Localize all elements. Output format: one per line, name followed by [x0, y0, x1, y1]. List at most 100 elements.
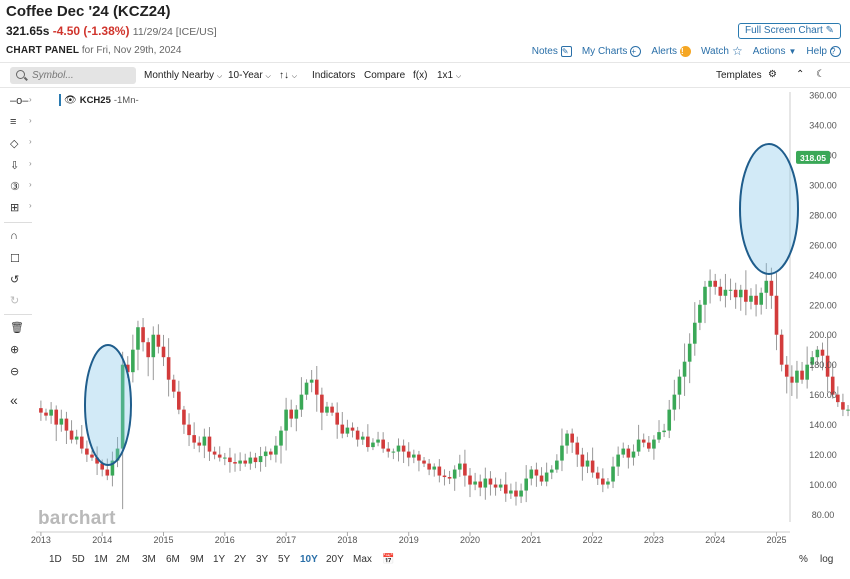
actions-menu[interactable]: Actions ▼	[753, 46, 797, 57]
range-6m[interactable]: 6M	[166, 554, 180, 565]
collapse-sidebar-icon[interactable]: «	[10, 392, 18, 408]
candle	[754, 284, 758, 317]
indicators-button[interactable]: Indicators	[312, 70, 356, 81]
percent-scale-toggle[interactable]: %	[799, 554, 808, 565]
candle	[774, 273, 779, 351]
dark-mode-icon[interactable]: ☾	[816, 69, 825, 80]
candle	[749, 288, 753, 310]
candle	[39, 400, 43, 421]
candle	[212, 446, 217, 460]
collapse-icon[interactable]: ⌃	[796, 69, 805, 80]
shape-tool-icon[interactable]: ◇ ›	[10, 137, 32, 150]
range-2m[interactable]: 2M	[116, 554, 130, 565]
y-tick-label: 160.00	[809, 390, 837, 400]
candle	[575, 436, 580, 467]
candle	[335, 402, 339, 439]
my-charts-link[interactable]: My Charts +	[582, 45, 642, 57]
candle	[412, 449, 416, 464]
y-tick-label: 340.00	[809, 120, 837, 130]
log-scale-toggle[interactable]: log	[820, 554, 834, 565]
trash-icon[interactable]: 🗑	[10, 322, 24, 334]
candle	[718, 278, 723, 302]
y-tick-label: 200.00	[809, 330, 837, 340]
full-screen-chart-button[interactable]: Full Screen Chart ✎	[738, 23, 841, 39]
candle	[258, 446, 263, 472]
star-icon: ☆	[731, 44, 743, 58]
symbol-search-input[interactable]: Symbol...	[10, 67, 136, 84]
y-axis: 80.00 100.00 120.00 140.00 160.00 180.00 200.0…	[789, 90, 837, 522]
counter-tool-icon[interactable]: ③ ›	[10, 180, 32, 193]
gear-icon[interactable]: ⚙	[768, 69, 777, 80]
y-tick-label: 180.00	[809, 360, 837, 370]
range-10y[interactable]: 10Y	[300, 554, 318, 565]
candle	[590, 447, 595, 478]
compare-button[interactable]: Compare	[364, 70, 406, 81]
candle	[136, 320, 140, 371]
range-20y[interactable]: 20Y	[326, 554, 344, 565]
candle	[146, 337, 150, 377]
aggregation-dropdown[interactable]: Monthly Nearby ⌵	[144, 70, 222, 81]
notes-label: Notes	[531, 45, 558, 57]
candle	[141, 317, 145, 352]
layout-dropdown[interactable]: 1x1 ⌵	[437, 70, 461, 81]
candle	[580, 447, 585, 481]
x-tick-label: 2018	[337, 535, 357, 545]
candle	[401, 439, 406, 464]
candle	[636, 424, 641, 456]
range-1y[interactable]: 1Y	[213, 554, 226, 565]
barchart-logo: barchart	[38, 508, 116, 529]
x-tick-label: 2021	[521, 535, 541, 545]
zoom-in-icon[interactable]: ⊕	[10, 344, 20, 356]
range-1m[interactable]: 1M	[94, 554, 108, 565]
function-button[interactable]: f(x)	[413, 70, 428, 81]
range-3y[interactable]: 3Y	[256, 554, 269, 565]
candle	[687, 333, 692, 384]
candle	[325, 401, 329, 417]
watch-link[interactable]: Watch ☆	[701, 44, 743, 58]
candle	[667, 399, 672, 439]
candle	[800, 361, 804, 384]
arrow-tool-icon[interactable]: ⇩ ›	[10, 159, 32, 172]
x-tick-label: 2020	[460, 535, 480, 545]
eye-icon[interactable]: 👁	[64, 94, 77, 106]
line-tool-icon[interactable]: –o– ›	[10, 95, 32, 107]
pattern-tool-icon[interactable]: ⊞ ›	[10, 201, 32, 214]
candle	[207, 427, 212, 461]
y-tick-label: 300.00	[809, 180, 837, 190]
range-max[interactable]: Max	[353, 554, 372, 565]
bar-type-dropdown[interactable]: ↑↓ ⌵	[279, 70, 297, 81]
notes-link[interactable]: Notes ✎	[531, 45, 572, 57]
range-1d[interactable]: 1D	[49, 554, 62, 565]
zoom-out-icon[interactable]: ⊖	[10, 366, 20, 378]
candle	[652, 435, 656, 460]
candle	[672, 379, 677, 421]
candle	[539, 467, 544, 486]
layout-label: 1x1	[437, 70, 454, 81]
candle	[422, 457, 426, 468]
calendar-icon[interactable]: 📅	[382, 554, 395, 565]
candle	[509, 483, 513, 499]
alerts-link[interactable]: Alerts!	[651, 45, 691, 57]
range-5d[interactable]: 5D	[72, 554, 85, 565]
candle	[427, 458, 431, 476]
candle	[585, 452, 590, 474]
redo-icon[interactable]: ↻	[10, 295, 20, 307]
undo-icon[interactable]: ↺	[10, 274, 20, 286]
chart-panel-label: CHART PANEL	[6, 45, 80, 56]
help-link[interactable]: Help?	[806, 45, 841, 57]
fib-tool-icon[interactable]: ≡ ›	[10, 116, 32, 128]
range-2y[interactable]: 2Y	[234, 554, 247, 565]
range-5y[interactable]: 5Y	[278, 554, 291, 565]
magnet-icon[interactable]: ∩	[10, 230, 18, 242]
range-3m[interactable]: 3M	[142, 554, 156, 565]
candle	[447, 470, 452, 485]
range-9m[interactable]: 9M	[190, 554, 204, 565]
candle	[115, 437, 120, 468]
candle	[223, 452, 227, 466]
last-price-label: 318.05	[800, 153, 826, 163]
period-dropdown[interactable]: 10-Year ⌵	[228, 70, 271, 81]
candle	[360, 431, 365, 445]
templates-button[interactable]: Templates	[716, 70, 762, 81]
lock-icon[interactable]: ☐	[10, 253, 20, 265]
